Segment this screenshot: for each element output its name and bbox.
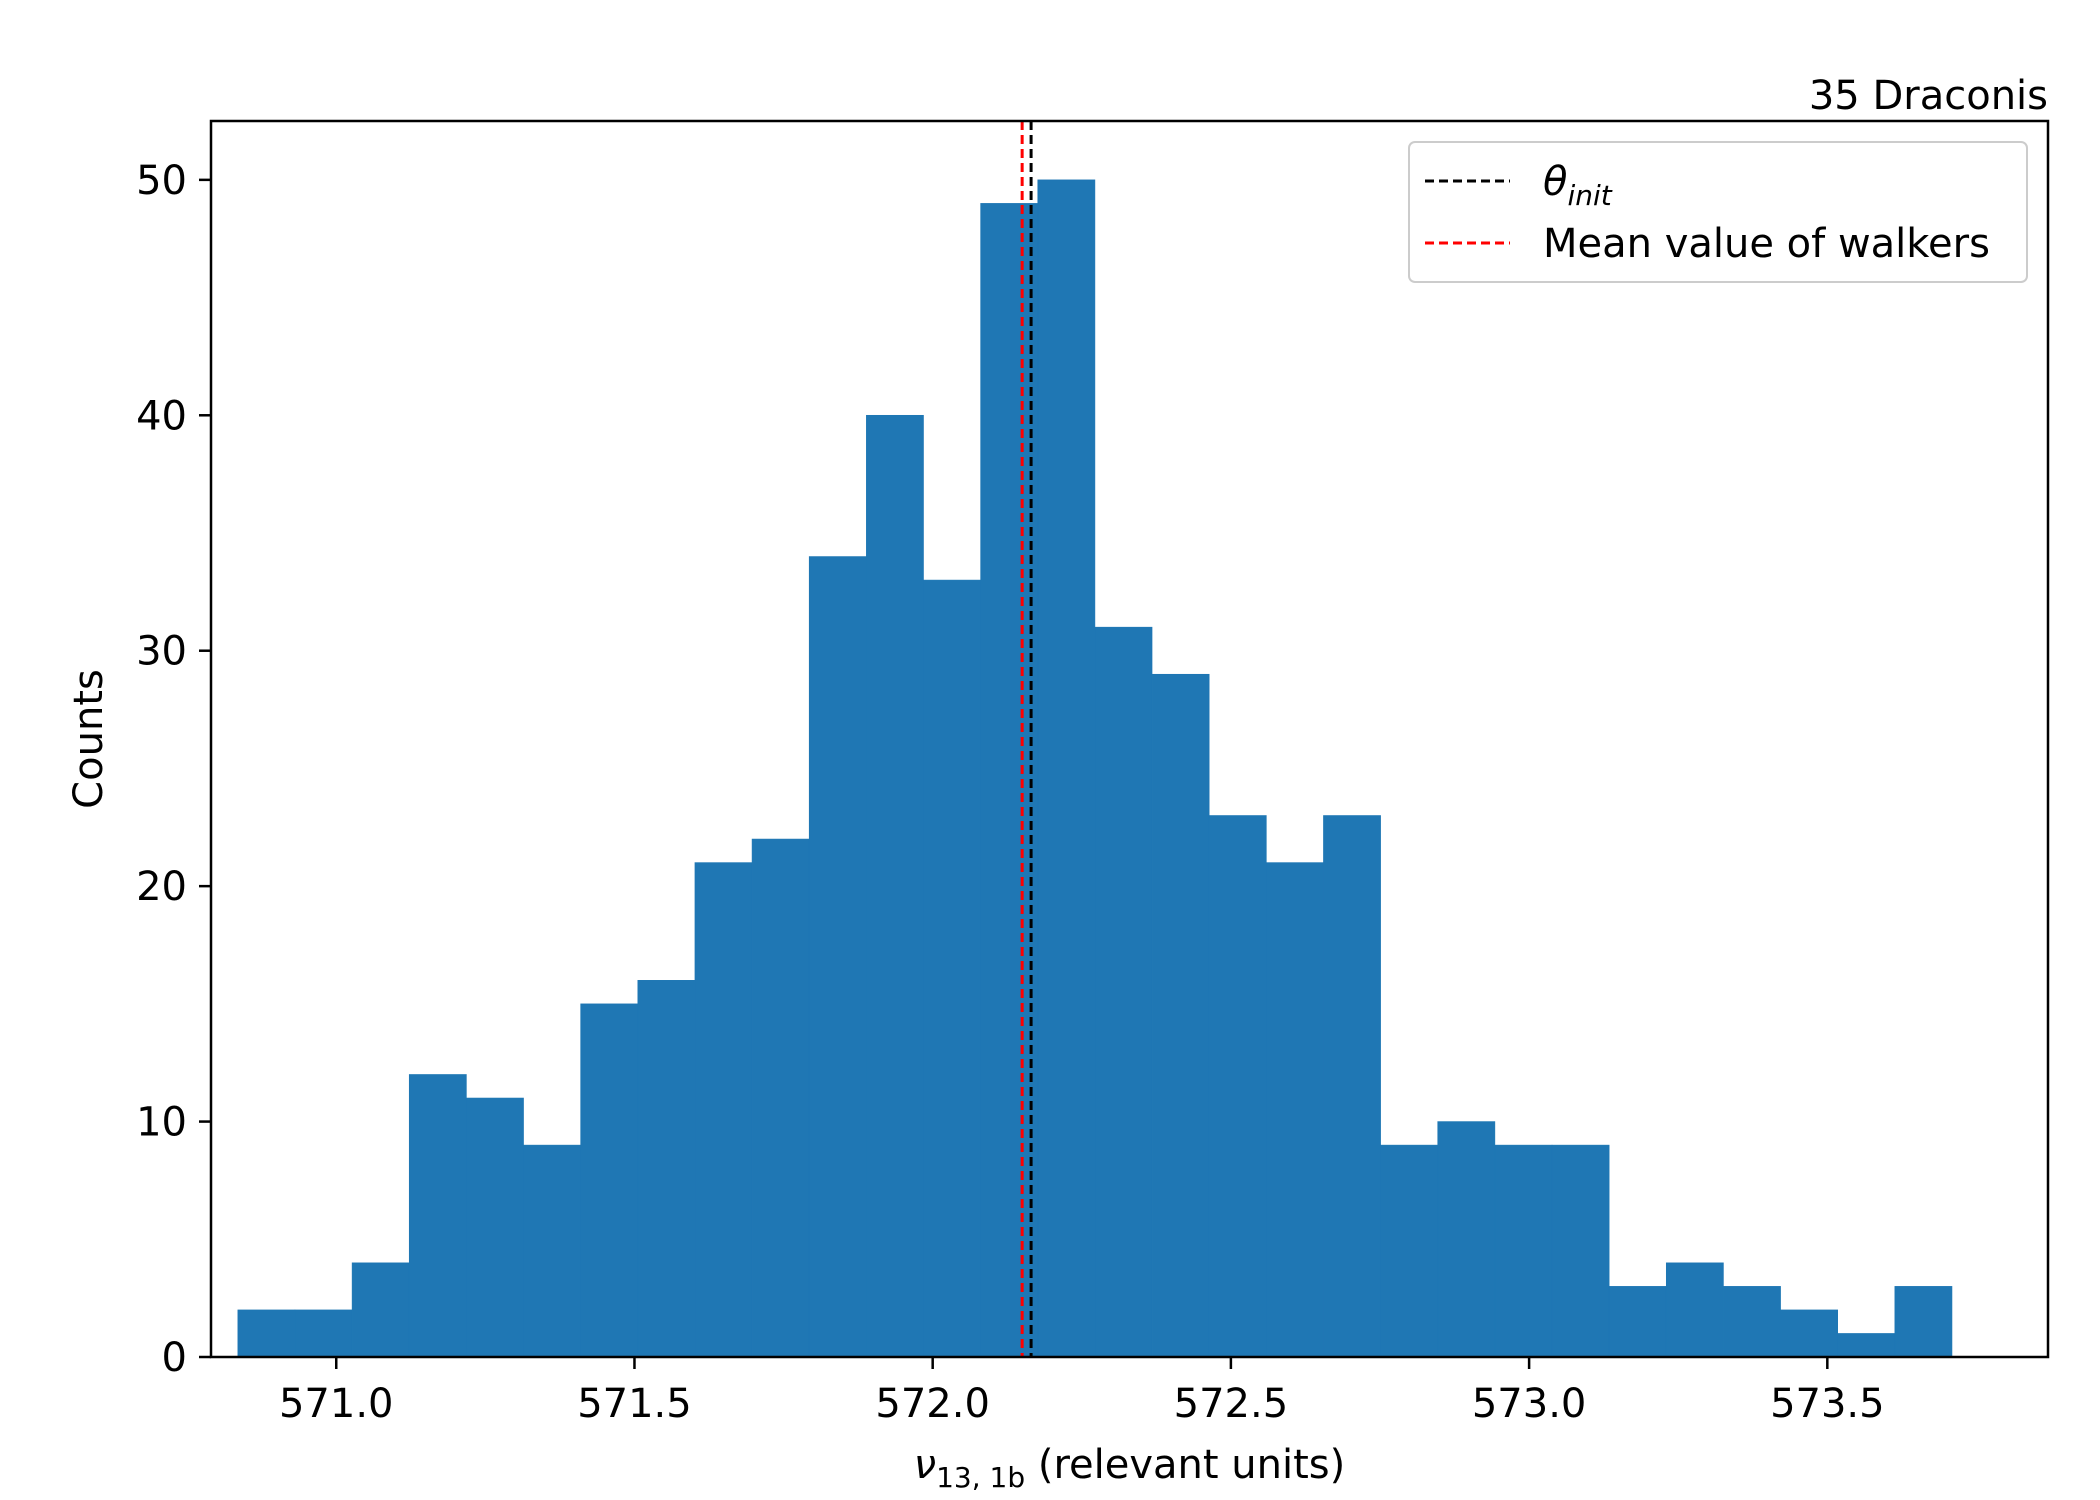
reference-lines	[1020, 121, 1033, 1357]
plot-frame	[209, 119, 2050, 1359]
legend: θinit Mean value of walkers	[1408, 141, 2028, 283]
histogram-bar	[1323, 815, 1381, 1358]
histogram-bar	[1266, 862, 1324, 1358]
histogram-bar	[1094, 626, 1153, 1358]
histogram-bar	[637, 980, 696, 1358]
legend-label-theta-init: θinit	[1543, 159, 1613, 212]
histogram-bar	[294, 1309, 353, 1358]
x-axis-label: ν13, 1b (relevant units)	[914, 1442, 1345, 1494]
x-axis-subscript: 13, 1b	[936, 1461, 1025, 1494]
histogram-bar	[751, 838, 810, 1358]
histogram-bar	[466, 1097, 524, 1358]
y-tick-label: 0	[162, 1335, 187, 1381]
histogram-bar	[523, 1144, 581, 1358]
histogram-bar	[694, 862, 753, 1358]
histogram-bar	[866, 414, 924, 1358]
histogram-bar	[980, 203, 1039, 1358]
x-tick-label: 572.5	[1174, 1381, 1289, 1427]
x-tick-label: 573.5	[1770, 1381, 1885, 1427]
x-tick-label: 572.0	[875, 1381, 990, 1427]
histogram-bar	[1208, 815, 1267, 1358]
histogram-bar	[1894, 1286, 1953, 1358]
histogram-bar	[351, 1262, 410, 1358]
histogram-bar	[1380, 1144, 1439, 1358]
histogram-bar	[237, 1309, 296, 1358]
y-tick-label: 50	[136, 158, 187, 204]
histogram-bar	[1037, 179, 1096, 1358]
y-axis-label: Counts	[66, 669, 112, 809]
histogram-bar	[1551, 1144, 1610, 1358]
legend-theta-subscript: init	[1567, 179, 1612, 212]
histogram-bar	[1780, 1309, 1838, 1358]
histogram-bar	[1437, 1121, 1496, 1358]
x-axis-ticks: 571.0 571.5 572.0 572.5 573.0 573.5	[279, 1357, 1885, 1427]
histogram-bar	[1494, 1144, 1553, 1358]
histogram-bar	[1723, 1286, 1781, 1358]
y-tick-label: 20	[136, 864, 187, 910]
histogram-bar	[1665, 1262, 1724, 1358]
histogram-bar	[808, 556, 867, 1358]
legend-theta-symbol: θ	[1543, 159, 1567, 205]
histogram-bar	[408, 1074, 467, 1358]
x-tick-label: 571.5	[577, 1381, 692, 1427]
x-tick-label: 571.0	[279, 1381, 394, 1427]
x-axis-symbol: ν	[914, 1442, 936, 1488]
chart-title: 35 Draconis	[1809, 73, 2048, 119]
y-tick-label: 10	[136, 1100, 187, 1146]
x-tick-label: 573.0	[1472, 1381, 1587, 1427]
legend-label-mean-walkers: Mean value of walkers	[1543, 221, 1990, 267]
x-axis-unit-text: (relevant units)	[1025, 1442, 1345, 1488]
y-axis-ticks: 0 10 20 30 40 50	[136, 158, 211, 1381]
histogram-bar	[923, 579, 981, 1358]
y-tick-label: 40	[136, 393, 187, 439]
histogram-bar	[1608, 1286, 1667, 1358]
y-tick-label: 30	[136, 629, 187, 675]
histogram-bars	[237, 179, 1953, 1358]
histogram-bar	[1151, 673, 1210, 1358]
legend-box	[1408, 141, 2028, 283]
histogram-bar	[1837, 1333, 1896, 1358]
histogram-bar	[580, 1003, 639, 1358]
